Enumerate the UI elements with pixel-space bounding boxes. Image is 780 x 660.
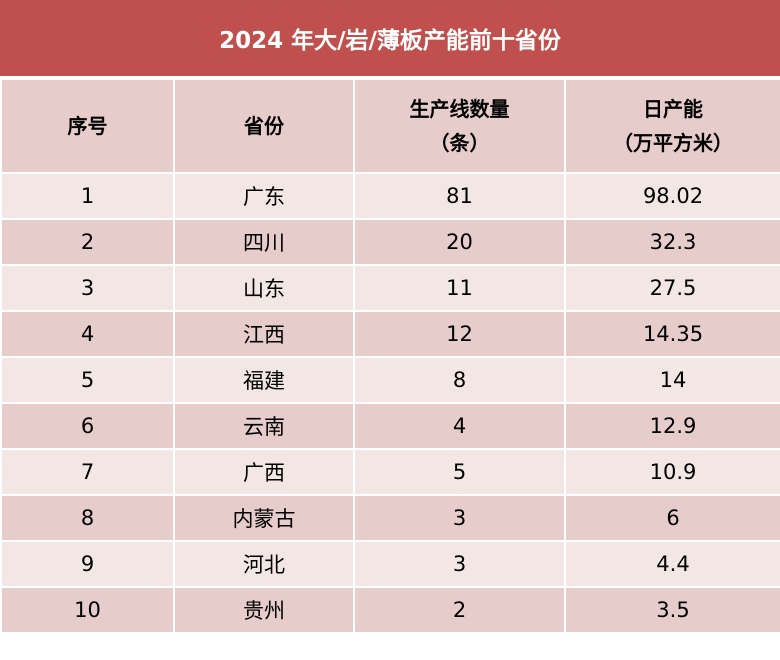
table-row: 7 广西 5 10.9 [0,448,780,496]
cell-province: 福建 [173,356,355,404]
header-lines-line2: （条） [429,131,490,155]
header-rank: 序号 [0,77,175,174]
table-body: 1 广东 81 98.02 2 四川 20 32.3 3 山东 11 27.5 4 江西 12 14.35 5 福… [0,172,780,634]
cell-capacity: 3.5 [564,586,780,634]
cell-province: 云南 [173,402,355,450]
cell-lines: 3 [353,494,566,542]
header-capacity: 日产能 （万平方米） [564,77,780,174]
cell-lines: 2 [353,586,566,634]
cell-rank: 7 [0,448,175,496]
cell-rank: 1 [0,172,175,220]
table-row: 6 云南 4 12.9 [0,402,780,450]
table-row: 1 广东 81 98.02 [0,172,780,220]
header-lines: 生产线数量 （条） [353,77,566,174]
cell-lines: 11 [353,264,566,312]
cell-capacity: 6 [564,494,780,542]
table-row: 3 山东 11 27.5 [0,264,780,312]
cell-rank: 5 [0,356,175,404]
cell-province: 江西 [173,310,355,358]
header-capacity-line2: （万平方米） [613,131,733,155]
cell-rank: 8 [0,494,175,542]
cell-lines: 5 [353,448,566,496]
cell-capacity: 14 [564,356,780,404]
cell-rank: 3 [0,264,175,312]
cell-lines: 3 [353,540,566,588]
cell-rank: 9 [0,540,175,588]
cell-lines: 20 [353,218,566,266]
header-province: 省份 [173,77,355,174]
cell-province: 四川 [173,218,355,266]
header-lines-line1: 生产线数量 [409,97,510,121]
cell-lines: 4 [353,402,566,450]
cell-capacity: 32.3 [564,218,780,266]
cell-capacity: 27.5 [564,264,780,312]
table-row: 8 内蒙古 3 6 [0,494,780,542]
cell-lines: 12 [353,310,566,358]
cell-province: 山东 [173,264,355,312]
capacity-table: 序号 省份 生产线数量 （条） 日产能 （万平方米） 1 广东 81 98.02 2 四川… [0,76,780,634]
cell-province: 广东 [173,172,355,220]
cell-capacity: 10.9 [564,448,780,496]
table-row: 10 贵州 2 3.5 [0,586,780,634]
cell-province: 广西 [173,448,355,496]
cell-capacity: 12.9 [564,402,780,450]
table-row: 4 江西 12 14.35 [0,310,780,358]
cell-rank: 4 [0,310,175,358]
table-row: 9 河北 3 4.4 [0,540,780,588]
cell-province: 贵州 [173,586,355,634]
table-row: 5 福建 8 14 [0,356,780,404]
cell-rank: 10 [0,586,175,634]
cell-capacity: 4.4 [564,540,780,588]
cell-lines: 8 [353,356,566,404]
cell-rank: 6 [0,402,175,450]
cell-province: 内蒙古 [173,494,355,542]
table-row: 2 四川 20 32.3 [0,218,780,266]
cell-capacity: 98.02 [564,172,780,220]
table-title: 2024 年大/岩/薄板产能前十省份 [0,0,780,76]
header-row: 序号 省份 生产线数量 （条） 日产能 （万平方米） [0,77,780,174]
cell-capacity: 14.35 [564,310,780,358]
cell-lines: 81 [353,172,566,220]
header-capacity-line1: 日产能 [643,97,703,121]
cell-province: 河北 [173,540,355,588]
cell-rank: 2 [0,218,175,266]
